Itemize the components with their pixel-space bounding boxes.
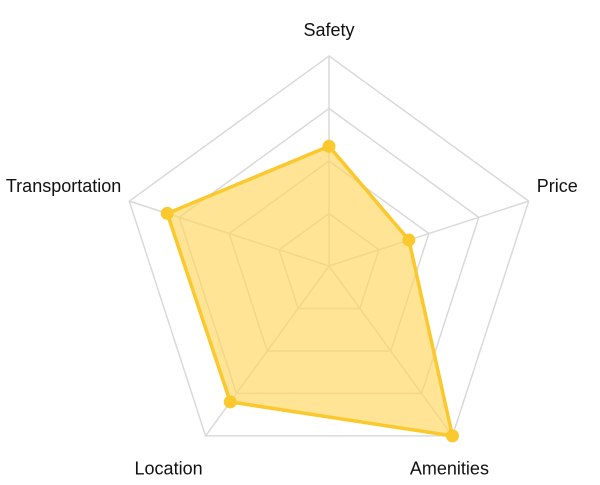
axis-label-location: Location xyxy=(135,459,203,479)
series-area xyxy=(165,144,455,438)
data-point-location[interactable] xyxy=(223,395,237,409)
axis-label-amenities: Amenities xyxy=(410,459,489,479)
axis-labels: Safety Price Amenities Location Transportati… xyxy=(6,20,578,479)
axis-label-price: Price xyxy=(537,176,578,196)
series-layer xyxy=(160,139,459,443)
data-point-amenities[interactable] xyxy=(445,429,459,443)
data-point-safety[interactable] xyxy=(322,139,336,153)
data-point-transportation[interactable] xyxy=(160,206,174,220)
grid-ring-4 xyxy=(128,55,530,437)
data-point-price[interactable] xyxy=(402,233,416,247)
axis-label-transportation: Transportation xyxy=(6,176,121,196)
axis-label-safety: Safety xyxy=(303,20,354,40)
